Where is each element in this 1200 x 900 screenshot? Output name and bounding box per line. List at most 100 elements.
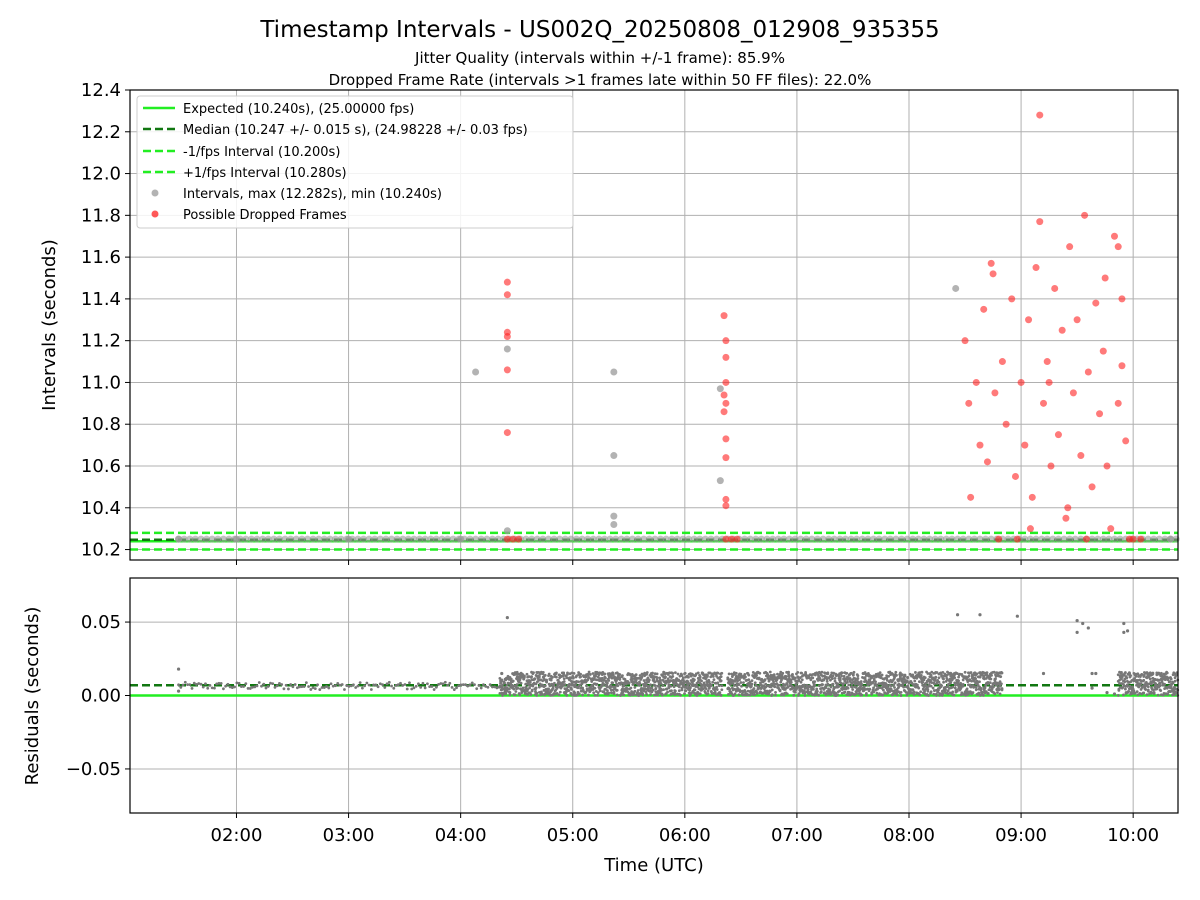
residual-point — [815, 690, 819, 693]
residual-point — [720, 688, 724, 692]
residual-point — [972, 679, 976, 683]
intervals-y-tick-label: 11.4 — [81, 289, 121, 310]
residual-point — [769, 685, 773, 689]
residual-point — [298, 685, 302, 689]
residual-point — [507, 687, 511, 691]
dropped-frame-point — [1103, 462, 1111, 470]
residual-point — [345, 684, 349, 687]
residual-point — [974, 677, 977, 681]
dropped-frame-point — [1028, 493, 1036, 501]
intervals-y-tick-label: 10.4 — [81, 498, 121, 519]
residual-point — [1168, 680, 1172, 683]
interval-point — [774, 535, 782, 543]
residual-point — [726, 676, 730, 680]
residual-point — [378, 682, 382, 686]
residual-point — [840, 674, 843, 678]
residual-point — [686, 680, 690, 684]
residual-point — [775, 678, 779, 682]
residual-point — [1158, 678, 1161, 682]
residual-point — [1094, 671, 1098, 676]
residual-point — [681, 676, 685, 680]
intervals-y-tick-label: 12.4 — [81, 80, 121, 101]
intervals-panel: 10.2 10.4 10.6 10.8 11.0 11.2 11.4 11.6 11.8 12.0… — [39, 80, 1180, 565]
residual-point — [918, 693, 922, 697]
residual-point — [840, 671, 844, 675]
residual-point — [803, 694, 807, 697]
residual-point — [399, 681, 402, 685]
residual-point — [934, 694, 938, 697]
residual-point — [704, 687, 708, 690]
residual-point — [655, 672, 659, 676]
residual-point — [829, 693, 833, 696]
residual-point — [739, 681, 743, 684]
residual-point — [1116, 694, 1120, 697]
residual-point — [535, 691, 539, 695]
residual-point — [940, 684, 943, 688]
residual-point — [446, 683, 449, 687]
residual-point — [1134, 675, 1138, 678]
residual-point — [224, 684, 228, 688]
dropped-frame-point — [1051, 284, 1059, 292]
residual-point — [712, 678, 716, 682]
residual-point — [672, 685, 676, 689]
interval-point — [1038, 535, 1046, 543]
residual-point — [881, 693, 885, 697]
residual-point — [693, 688, 697, 692]
residual-point — [912, 690, 916, 694]
residual-point — [587, 670, 591, 674]
residual-point — [944, 688, 947, 692]
residual-point — [563, 683, 567, 686]
residual-point — [448, 681, 452, 685]
residual-point — [651, 688, 655, 692]
residual-point — [856, 674, 860, 678]
residual-point — [990, 674, 993, 677]
residual-point — [919, 674, 923, 677]
interval-point — [191, 535, 199, 543]
dropped-frame-point — [1054, 431, 1062, 439]
dropped-frame-point — [1118, 362, 1126, 370]
dropped-frame-point — [1011, 472, 1019, 480]
residual-point — [537, 675, 541, 679]
residual-point — [421, 681, 425, 685]
residual-point — [613, 685, 617, 689]
residual-point — [525, 672, 529, 676]
chart-title: Timestamp Intervals - US002Q_20250808_01… — [259, 17, 939, 43]
residual-point — [744, 690, 747, 694]
residual-point — [534, 686, 538, 690]
residual-point — [408, 681, 411, 685]
residual-point — [732, 684, 736, 687]
residual-point — [590, 684, 594, 688]
residual-point — [975, 672, 979, 676]
residual-point — [596, 691, 600, 694]
residual-point — [688, 682, 692, 685]
x-tick-label: 10:00 — [1107, 825, 1159, 846]
interval-point — [610, 452, 618, 460]
residual-point — [1090, 671, 1094, 676]
residual-point — [498, 677, 502, 680]
residual-point — [969, 685, 973, 689]
residual-point — [673, 689, 677, 693]
residual-point — [680, 686, 684, 690]
residual-point — [831, 677, 834, 680]
interval-point — [780, 535, 788, 543]
interval-point — [920, 535, 928, 543]
residual-point — [825, 692, 828, 696]
interval-point — [186, 535, 194, 543]
residual-point — [576, 686, 580, 690]
dropped-frame-point — [1096, 410, 1104, 418]
residual-point — [392, 686, 396, 690]
residual-point — [239, 685, 243, 688]
residual-point — [1124, 671, 1127, 674]
dropped-frame-point — [728, 535, 736, 543]
dropped-frame-point — [1088, 483, 1096, 491]
residual-point — [545, 680, 548, 684]
residual-point — [257, 681, 261, 684]
dropped-frame-point — [987, 259, 995, 267]
residual-point — [538, 672, 542, 676]
residual-point — [689, 693, 692, 697]
residual-point — [338, 683, 342, 687]
residual-point — [577, 671, 581, 674]
interval-point — [1105, 535, 1113, 543]
residual-point — [941, 670, 945, 674]
interval-point — [281, 535, 289, 543]
